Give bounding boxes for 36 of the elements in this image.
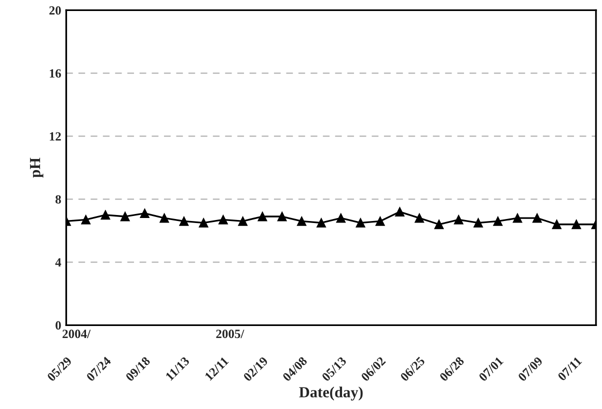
point [336, 213, 346, 223]
point [434, 220, 444, 230]
point [395, 207, 404, 216]
point [277, 212, 287, 222]
point [375, 216, 385, 226]
point [100, 210, 110, 220]
text: 2005/ [216, 330, 244, 338]
point [493, 216, 503, 226]
x-axis-title: Date(day) [299, 386, 363, 401]
y-tick-label: 4 [55, 258, 62, 267]
point [218, 214, 228, 224]
text: 2004/ [62, 330, 91, 338]
y-tick-label: 16 [50, 69, 61, 78]
point [258, 212, 268, 222]
y-tick-label: 20 [49, 6, 61, 15]
point [296, 216, 306, 226]
point [198, 218, 208, 228]
point [140, 208, 150, 218]
point [532, 213, 542, 223]
point [120, 212, 130, 222]
point [356, 218, 366, 228]
point [572, 220, 582, 230]
point [316, 218, 326, 228]
y-axis-title: pH [30, 158, 44, 178]
y-tick-label: 0 [56, 321, 61, 330]
point [552, 220, 562, 230]
point [474, 218, 483, 228]
point [81, 214, 91, 224]
point [414, 213, 424, 223]
point [160, 213, 170, 223]
point [454, 214, 464, 224]
point [512, 213, 522, 223]
y-tick-label: 8 [56, 195, 61, 204]
y-tick-label: 12 [50, 132, 61, 141]
point [238, 216, 248, 226]
point [179, 216, 189, 226]
